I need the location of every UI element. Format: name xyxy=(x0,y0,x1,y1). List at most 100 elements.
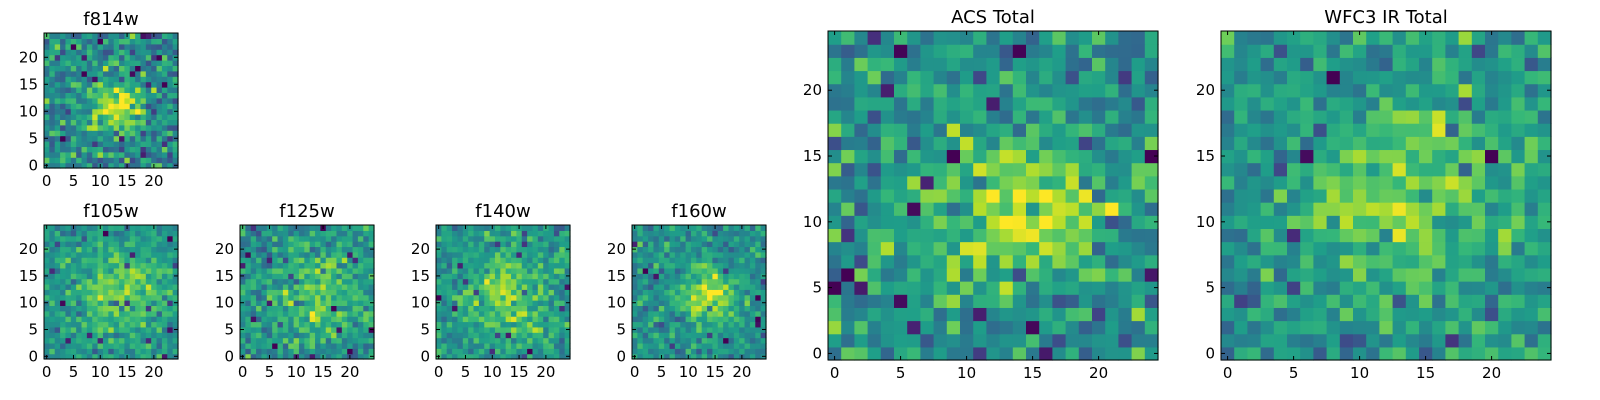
heatmap-cell xyxy=(653,225,660,231)
heatmap-cell xyxy=(999,294,1014,308)
heatmap-cell xyxy=(484,262,491,269)
heatmap-cell xyxy=(1078,202,1093,216)
heatmap-cell xyxy=(543,348,550,355)
heatmap-cell xyxy=(44,241,50,248)
heatmap-cell xyxy=(1039,31,1053,45)
heatmap-cell xyxy=(468,230,475,237)
heatmap-cell xyxy=(1537,136,1552,151)
heatmap-cell xyxy=(325,300,332,306)
heatmap-cell xyxy=(357,262,364,269)
heatmap-cell xyxy=(60,225,67,231)
heatmap-cell xyxy=(167,342,174,349)
heatmap-cell xyxy=(92,348,99,355)
heatmap-cell xyxy=(315,300,321,306)
heatmap-cell xyxy=(511,342,517,349)
heatmap-cell xyxy=(489,289,496,296)
heatmap-cell xyxy=(907,109,921,124)
heatmap-cell xyxy=(669,241,676,248)
heatmap-cell xyxy=(266,337,273,344)
heatmap-cell xyxy=(304,230,311,237)
heatmap-cell xyxy=(478,241,485,248)
heatmap-cell xyxy=(564,262,571,269)
heatmap-cell xyxy=(54,225,61,231)
heatmap-cell xyxy=(245,300,252,306)
heatmap-cell xyxy=(973,83,987,98)
heatmap-cell xyxy=(92,241,99,248)
heatmap-cell xyxy=(102,92,109,99)
heatmap-cell xyxy=(1458,123,1473,137)
y-tick-label: 15 xyxy=(803,147,822,165)
heatmap-cell xyxy=(505,241,512,248)
heatmap-cell xyxy=(728,241,735,248)
heatmap-cell xyxy=(65,267,72,274)
heatmap-cell xyxy=(65,76,72,83)
heatmap-cell xyxy=(854,136,869,151)
heatmap-cell xyxy=(1458,136,1473,151)
heatmap-cell xyxy=(1260,31,1275,45)
heatmap-cell xyxy=(304,257,311,264)
heatmap-cell xyxy=(669,225,676,231)
heatmap-cell xyxy=(293,337,300,344)
heatmap-cell xyxy=(54,87,61,93)
axes-frame xyxy=(43,224,179,360)
heatmap-cell xyxy=(151,241,158,248)
heatmap-cell xyxy=(129,49,136,56)
heatmap-cell xyxy=(135,230,142,237)
heatmap-cell xyxy=(140,146,147,153)
heatmap-cell xyxy=(129,108,136,115)
heatmap-cell xyxy=(272,321,279,328)
heatmap-cell xyxy=(559,337,566,344)
heatmap-cell xyxy=(288,278,295,285)
heatmap-cell xyxy=(282,235,289,242)
heatmap-cell xyxy=(81,267,88,274)
heatmap-cell xyxy=(298,230,305,237)
heatmap-cell xyxy=(664,230,671,237)
heatmap-cell xyxy=(516,257,523,264)
heatmap-cell xyxy=(282,353,289,360)
heatmap-cell xyxy=(1419,44,1433,58)
heatmap-cell xyxy=(1405,136,1420,151)
x-tick-label: 15 xyxy=(1416,364,1435,382)
heatmap-cell xyxy=(728,273,735,280)
axes-frame xyxy=(43,32,179,169)
heatmap-cell xyxy=(261,326,268,333)
heatmap-cell xyxy=(124,114,131,120)
heatmap-cell xyxy=(723,337,730,344)
heatmap-cell xyxy=(516,316,523,323)
heatmap-cell xyxy=(1300,346,1314,361)
heatmap-cell xyxy=(1524,320,1539,335)
heatmap-cell xyxy=(505,348,512,355)
heatmap-cell xyxy=(446,283,453,290)
heatmap-cell xyxy=(76,294,83,301)
heatmap-cell xyxy=(1432,149,1446,164)
heatmap-cell xyxy=(1247,241,1262,256)
heatmap-cell xyxy=(841,162,855,177)
heatmap-cell xyxy=(478,326,485,333)
heatmap-cell xyxy=(986,333,1001,348)
heatmap-cell xyxy=(172,241,179,248)
heatmap-cell xyxy=(261,241,268,248)
heatmap-cell xyxy=(97,81,104,88)
heatmap-cell xyxy=(505,278,512,285)
heatmap-cell xyxy=(920,57,935,72)
axes-frame xyxy=(631,224,767,360)
heatmap-cell xyxy=(1260,136,1275,151)
heatmap-cell xyxy=(288,241,295,248)
heatmap-cell xyxy=(145,353,152,360)
heatmap-cell xyxy=(272,235,279,242)
heatmap-cell xyxy=(1485,123,1499,137)
heatmap-cell xyxy=(70,92,77,99)
heatmap-cell xyxy=(172,332,179,339)
heatmap-cell xyxy=(1287,44,1301,58)
heatmap-cell xyxy=(97,76,104,83)
x-tick-label: 20 xyxy=(144,363,163,381)
heatmap-cell xyxy=(717,251,724,258)
heatmap-cell xyxy=(250,246,257,253)
heatmap-cell xyxy=(532,246,539,253)
heatmap-cell xyxy=(151,151,158,158)
heatmap-cell xyxy=(478,246,485,253)
heatmap-cell xyxy=(336,283,343,290)
heatmap-cell xyxy=(755,294,762,301)
heatmap-cell xyxy=(1537,267,1552,282)
heatmap-cell xyxy=(755,332,762,339)
